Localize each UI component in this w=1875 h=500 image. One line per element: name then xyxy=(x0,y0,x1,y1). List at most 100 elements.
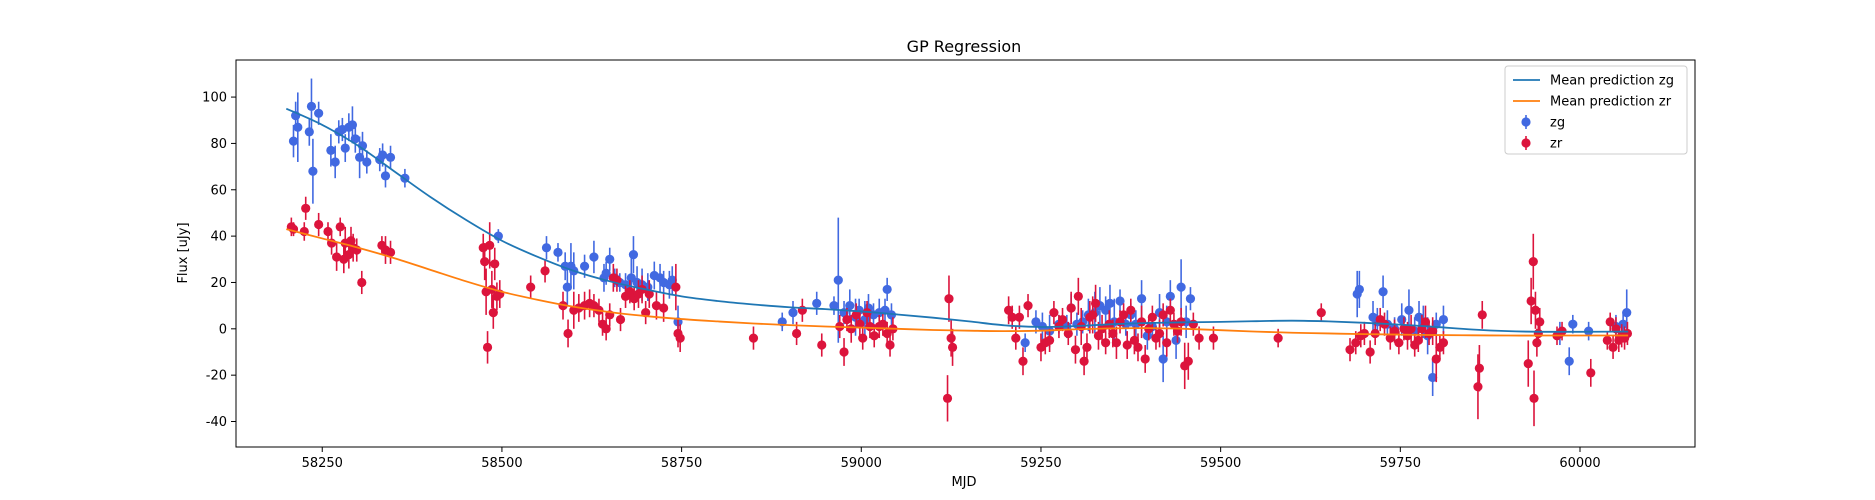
point-marker xyxy=(1105,298,1115,308)
data-point-zr xyxy=(1194,326,1204,350)
point-marker xyxy=(308,166,318,176)
point-marker xyxy=(1533,328,1543,339)
point-marker xyxy=(1158,310,1168,320)
point-marker xyxy=(1394,338,1404,348)
data-point-zr xyxy=(601,317,611,341)
point-marker xyxy=(667,275,677,285)
data-point-zr xyxy=(817,333,827,357)
y-axis: -40 -20 0 20 40 60 80 100 xyxy=(202,91,236,430)
point-marker xyxy=(1378,287,1388,297)
data-point-zg xyxy=(306,78,317,135)
point-marker xyxy=(1011,333,1021,343)
data-point-zr xyxy=(858,326,868,350)
data-point-zg xyxy=(553,243,563,262)
point-marker xyxy=(944,294,954,304)
data-point-zr xyxy=(651,291,662,320)
point-marker xyxy=(839,347,849,357)
y-tick-label: 100 xyxy=(202,91,227,106)
data-point-zg xyxy=(340,134,350,162)
data-point-zr xyxy=(1119,303,1129,327)
point-marker xyxy=(788,307,798,318)
x-tick-label: 59000 xyxy=(841,456,882,471)
data-point-zg xyxy=(1176,259,1186,315)
point-marker xyxy=(882,284,892,295)
point-marker xyxy=(1273,333,1283,343)
point-marker xyxy=(1140,354,1150,364)
point-marker xyxy=(1122,340,1132,350)
point-marker xyxy=(1354,284,1364,295)
point-marker xyxy=(1165,305,1175,315)
point-marker xyxy=(1023,301,1033,311)
point-marker xyxy=(1018,356,1028,366)
point-marker xyxy=(1101,338,1111,348)
plot-frame xyxy=(235,59,1696,448)
data-point-zr xyxy=(942,375,953,422)
data-point-zr xyxy=(1605,312,1615,332)
point-marker xyxy=(301,203,311,213)
point-marker xyxy=(1586,368,1596,378)
point-marker xyxy=(1404,305,1414,315)
point-marker xyxy=(651,301,662,311)
point-marker xyxy=(1397,314,1407,325)
point-marker xyxy=(540,266,550,276)
x-tick-label: 59750 xyxy=(1380,456,1421,471)
point-marker xyxy=(1438,314,1449,325)
data-point-zg xyxy=(1378,275,1388,308)
point-marker xyxy=(1108,328,1118,339)
point-marker xyxy=(1073,291,1083,301)
data-point-zr xyxy=(323,222,333,241)
data-point-zr xyxy=(1023,294,1033,318)
data-point-zr xyxy=(1183,342,1193,380)
data-point-zr xyxy=(1602,331,1612,350)
point-marker xyxy=(288,136,299,146)
point-marker xyxy=(1385,333,1395,343)
point-marker xyxy=(1044,335,1055,346)
point-marker xyxy=(641,307,651,318)
data-point-zr xyxy=(944,275,954,322)
data-point-zr xyxy=(482,331,493,364)
legend-box xyxy=(1504,65,1688,155)
point-marker xyxy=(335,222,345,232)
point-marker xyxy=(332,252,342,262)
legend-entry: zr xyxy=(1521,136,1563,152)
data-point-zr xyxy=(1529,370,1539,427)
point-marker xyxy=(1622,328,1633,339)
point-marker xyxy=(541,243,552,253)
point-marker xyxy=(1406,324,1416,334)
x-tick-label: 60000 xyxy=(1559,456,1600,471)
point-marker xyxy=(1101,305,1111,315)
data-point-zr xyxy=(1111,326,1122,359)
y-axis-label: Flux [uJy] xyxy=(176,222,191,283)
point-marker xyxy=(589,252,599,262)
point-marker xyxy=(1365,347,1375,357)
point-marker xyxy=(842,314,852,325)
point-marker xyxy=(1119,310,1129,320)
data-point-zg xyxy=(288,124,299,158)
data-point-zr xyxy=(1528,233,1538,290)
point-marker xyxy=(1608,342,1618,352)
data-point-zr xyxy=(1165,298,1175,322)
data-point-zr xyxy=(1345,338,1355,362)
mean-prediction-zg-line xyxy=(285,107,1629,333)
legend-entry: Mean prediction zr xyxy=(1513,95,1672,110)
point-marker xyxy=(314,219,324,230)
x-tick-label: 58750 xyxy=(661,456,702,471)
point-marker xyxy=(482,342,493,352)
point-marker xyxy=(1162,338,1172,348)
point-marker xyxy=(1183,356,1193,366)
legend-entry: zg xyxy=(1521,115,1565,131)
point-marker xyxy=(1031,317,1041,327)
data-point-zr xyxy=(644,280,654,308)
point-marker xyxy=(1564,356,1574,366)
point-marker xyxy=(946,333,956,343)
point-marker xyxy=(675,333,685,343)
point-marker xyxy=(792,328,802,339)
point-marker xyxy=(526,282,536,292)
data-point-zr xyxy=(1090,284,1101,322)
point-marker xyxy=(1399,324,1409,334)
data-point-zr xyxy=(563,319,573,348)
point-marker xyxy=(1136,294,1147,304)
data-point-zg xyxy=(1115,289,1125,313)
point-marker xyxy=(1622,307,1632,318)
